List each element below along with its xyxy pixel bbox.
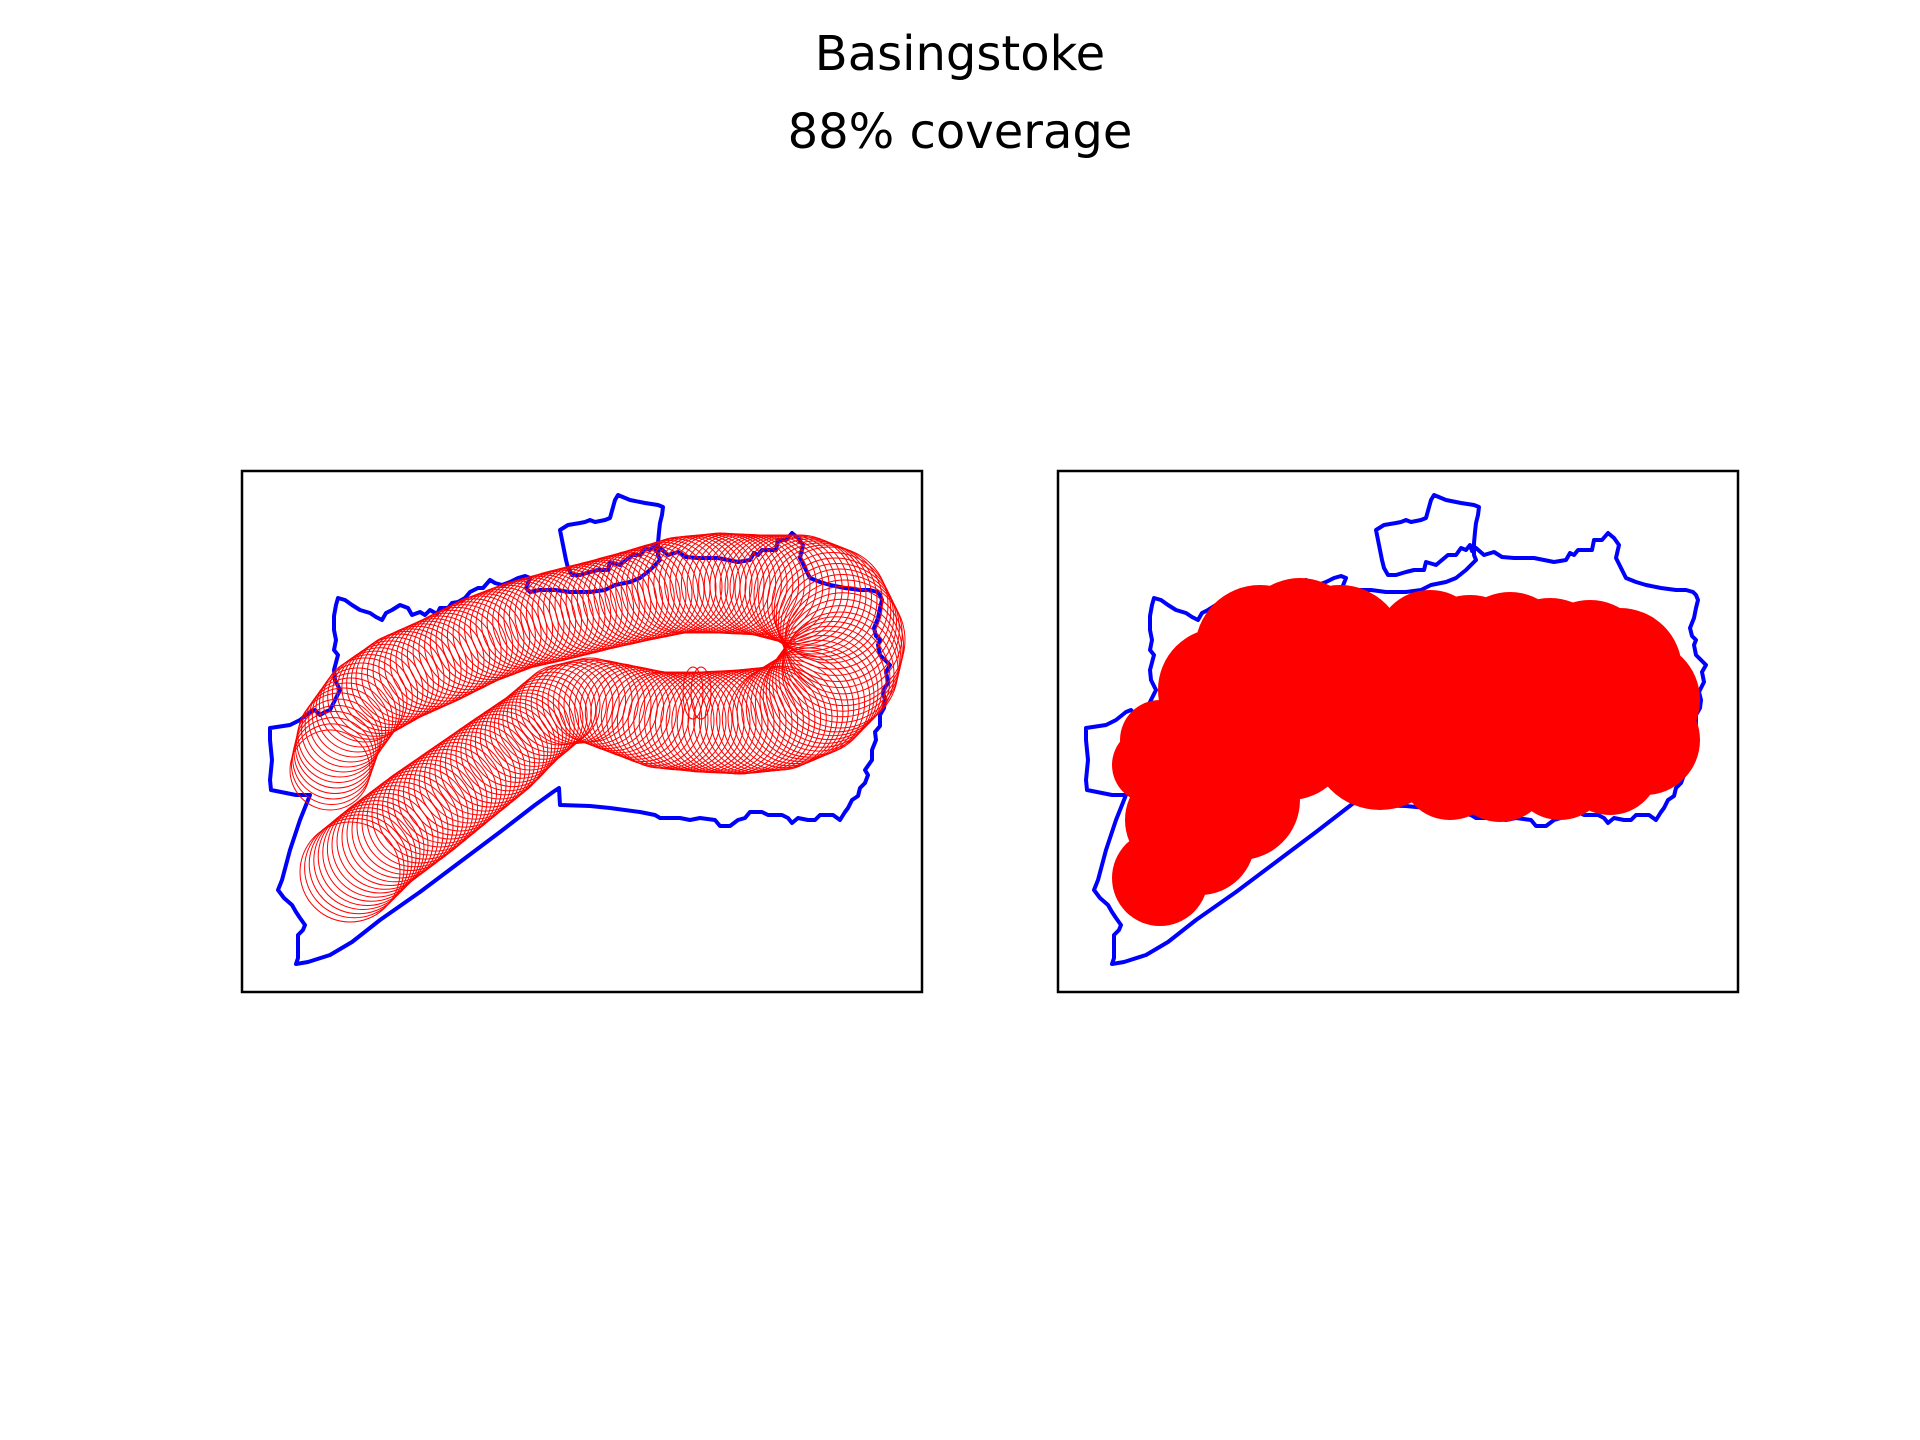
coverage-circle-outline [579, 664, 671, 756]
coverage-circle-outline [587, 550, 681, 643]
coverage-circle-outline [778, 563, 897, 682]
map-panel-right [1056, 469, 1740, 994]
coverage-circle-outline [308, 677, 394, 763]
coverage-circle-outline [574, 663, 665, 754]
coverage-circle-outline [780, 568, 900, 689]
coverage-circle-outline [771, 546, 889, 664]
coverage-circle-outline [387, 756, 483, 852]
coverage-circle-outline [378, 623, 468, 713]
coverage-circle-outline [520, 568, 612, 660]
coverage-circle-outline [741, 656, 849, 765]
coverage-circle-outline [458, 586, 548, 676]
coverage-circle-outline [489, 689, 571, 771]
coverage-circle-outline [784, 579, 906, 701]
coverage-circle-outline [346, 640, 434, 729]
coverage-circle-outline [413, 738, 507, 832]
coverage-circle-outline [595, 668, 690, 762]
coverage-circle-outline [336, 647, 424, 734]
coverage-circle-outline [418, 735, 512, 828]
coverage-circle-outline [783, 592, 903, 712]
coverage-circle-filled [1125, 765, 1235, 875]
coverage-circle-outline [772, 625, 887, 741]
coverage-circle-outline [315, 667, 401, 753]
coverage-circle-outline [502, 678, 584, 760]
coverage-circle-outline [531, 565, 623, 657]
coverage-circle-outline [775, 621, 891, 737]
coverage-circle-outline [322, 803, 421, 902]
coverage-circle-outline [782, 605, 900, 723]
coverage-circle-outline [584, 665, 677, 758]
coverage-circle-outline [481, 579, 571, 669]
coverage-circle-outline [299, 821, 401, 923]
coverage-circle-outline [682, 666, 704, 720]
coverage-circle-outline [565, 556, 658, 648]
coverage-circle-outline [536, 660, 620, 744]
coverage-circle-outline [515, 668, 597, 750]
figure-title: Basingstoke [814, 26, 1106, 82]
coverage-circle-outline [765, 635, 879, 748]
coverage-circle-outline [560, 558, 652, 650]
coverage-circle-outline [727, 665, 833, 771]
coverage-circles-outline [289, 532, 906, 923]
coverage-circle-outline [301, 687, 387, 773]
coverage-circle-outline [775, 557, 895, 676]
coverage-subtitle: 88% coverage [787, 104, 1133, 160]
coverage-circle-outline [317, 807, 417, 906]
coverage-circle-outline [762, 542, 878, 658]
coverage-circle-outline [486, 577, 577, 667]
coverage-circle-outline [773, 552, 892, 670]
coverage-circle-outline [341, 643, 429, 732]
coverage-circle-outline [403, 745, 497, 840]
coverage-circle-outline [690, 666, 712, 720]
coverage-circle-filled [1490, 645, 1630, 785]
coverage-circle-outline [304, 817, 405, 919]
coverage-circle-outline [762, 639, 875, 752]
coverage-circle-outline [366, 770, 464, 868]
coverage-circle-outline [498, 682, 580, 764]
coverage-circle-outline [366, 628, 456, 718]
coverage-circle-outline [782, 598, 902, 718]
coverage-circle-outline [289, 729, 371, 811]
coverage-circle-outline [525, 566, 617, 658]
coverage-circle-filled [1210, 640, 1330, 760]
coverage-circle-outline [392, 752, 488, 848]
coverage-circle-outline [318, 662, 404, 748]
coverage-circle-outline [389, 618, 479, 708]
coverage-circle-outline [514, 569, 606, 661]
coverage-circle-outline [408, 742, 502, 836]
coverage-circle-outline [781, 611, 899, 729]
coverage-circle-outline [290, 723, 373, 806]
coverage-circle-outline [326, 800, 425, 898]
coverage-circle-outline [372, 625, 462, 715]
coverage-circle-outline [484, 692, 567, 775]
coverage-circle-outline [382, 759, 478, 856]
coverage-circle-outline [758, 540, 872, 655]
coverage-circle-outline [576, 553, 670, 646]
boundary-outline-right [1084, 493, 1708, 966]
coverage-circle-outline [376, 763, 474, 860]
coverage-circle-outline [510, 671, 592, 753]
coverage-circle-outline [582, 551, 675, 645]
coverage-circle-outline [506, 675, 588, 757]
coverage-circle-outline [452, 589, 542, 679]
coverage-circle-outline [361, 774, 459, 871]
coverage-circle-outline [331, 796, 429, 894]
coverage-circle-outline [327, 654, 413, 740]
coverage-circle-outline [397, 749, 493, 844]
coverage-circle-outline [371, 766, 469, 864]
coverage-circle-outline [292, 717, 375, 800]
coverage-circle-outline [395, 615, 485, 705]
panel-frame-left [240, 469, 924, 994]
coverage-circles-filled [1112, 578, 1700, 926]
coverage-circle-outline [311, 672, 397, 758]
map-panel-left [240, 469, 924, 994]
coverage-circle-filled [1120, 700, 1200, 780]
coverage-circle-outline [356, 777, 454, 875]
coverage-circle-outline [749, 536, 861, 649]
coverage-circle-outline [782, 574, 903, 695]
coverage-circle-outline [571, 554, 663, 647]
